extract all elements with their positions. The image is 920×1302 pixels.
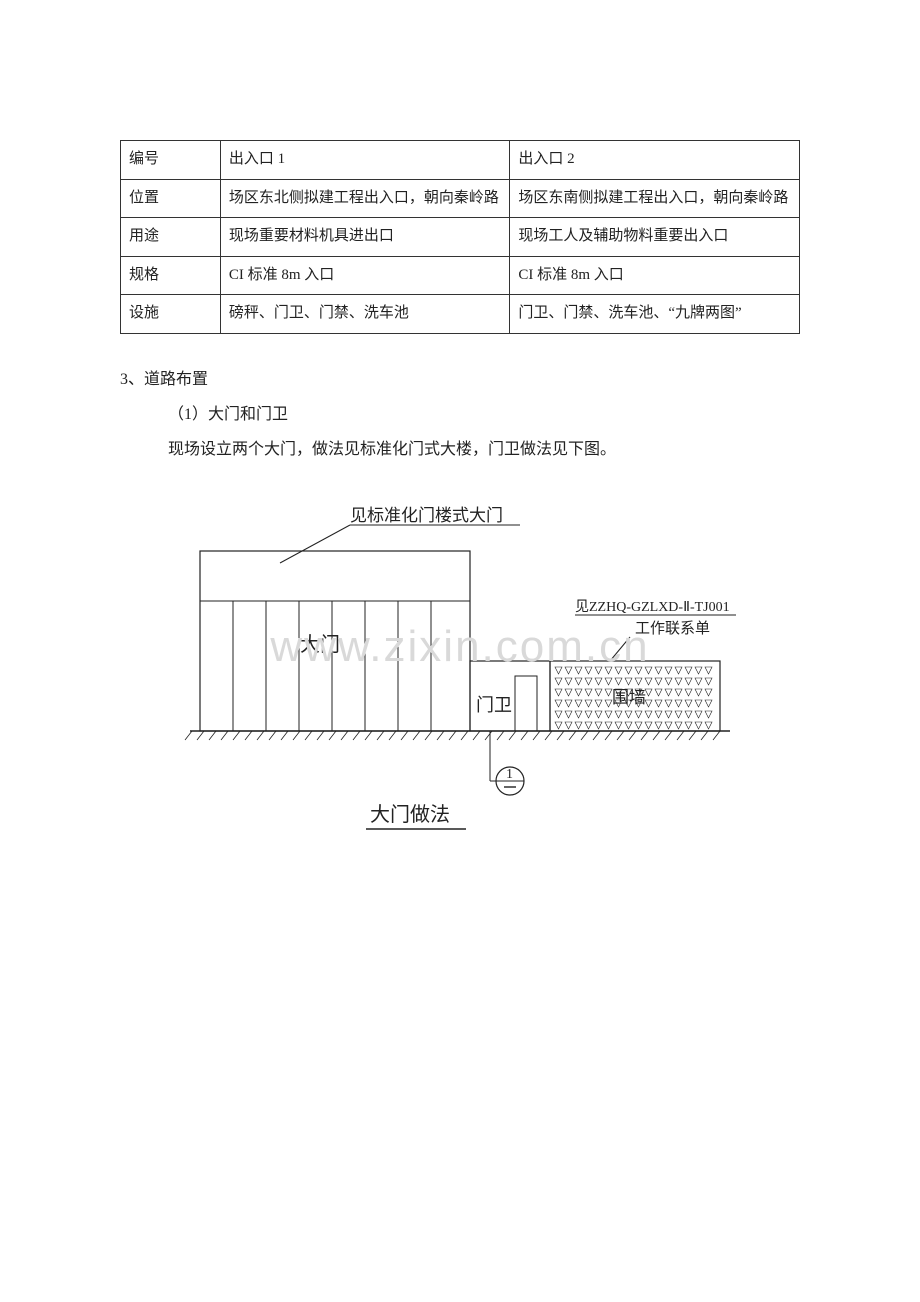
cell: 场区东南侧拟建工程出入口，朝向秦岭路 — [510, 179, 800, 218]
cell-label: 规格 — [121, 256, 221, 295]
cell-label: 用途 — [121, 218, 221, 257]
cell: 出入口 2 — [510, 141, 800, 180]
cell: 场区东北侧拟建工程出入口，朝向秦岭路 — [220, 179, 510, 218]
cell: 现场工人及辅助物料重要出入口 — [510, 218, 800, 257]
cell: 出入口 1 — [220, 141, 510, 180]
cell: CI 标准 8m 入口 — [220, 256, 510, 295]
cell: 磅秤、门卫、门禁、洗车池 — [220, 295, 510, 334]
cell-label: 编号 — [121, 141, 221, 180]
table-row: 设施 磅秤、门卫、门禁、洗车池 门卫、门禁、洗车池、“九牌两图” — [121, 295, 800, 334]
gate-diagram: 见标准化门楼式大门大门门卫 围墙 见ZZHQ-GZLXD-Ⅱ-TJ001 工作联系单 1… — [180, 491, 740, 851]
entrance-table: 编号 出入口 1 出入口 2 位置 场区东北侧拟建工程出入口，朝向秦岭路 场区东… — [120, 140, 800, 334]
section-text: 3、道路布置 （1）大门和门卫 现场设立两个大门，做法见标准化门式大楼，门卫做法… — [120, 362, 800, 468]
table-row: 规格 CI 标准 8m 入口 CI 标准 8m 入口 — [121, 256, 800, 295]
heading-3: 3、道路布置 — [120, 362, 800, 397]
cell: 门卫、门禁、洗车池、“九牌两图” — [510, 295, 800, 334]
cell: CI 标准 8m 入口 — [510, 256, 800, 295]
page: 编号 出入口 1 出入口 2 位置 场区东北侧拟建工程出入口，朝向秦岭路 场区东… — [0, 0, 920, 1302]
cell-label: 设施 — [121, 295, 221, 334]
cell: 现场重要材料机具进出口 — [220, 218, 510, 257]
svg-text:工作联系单: 工作联系单 — [635, 620, 710, 637]
paragraph: 现场设立两个大门，做法见标准化门式大楼，门卫做法见下图。 — [168, 432, 800, 467]
table-row: 位置 场区东北侧拟建工程出入口，朝向秦岭路 场区东南侧拟建工程出入口，朝向秦岭路 — [121, 179, 800, 218]
svg-text:门卫: 门卫 — [476, 695, 512, 715]
heading-4: （1）大门和门卫 — [168, 397, 800, 432]
table-row: 编号 出入口 1 出入口 2 — [121, 141, 800, 180]
svg-text:1: 1 — [506, 767, 513, 782]
svg-text:大门做法: 大门做法 — [370, 803, 450, 826]
svg-text:大门: 大门 — [300, 633, 340, 656]
svg-text:见ZZHQ-GZLXD-Ⅱ-TJ001: 见ZZHQ-GZLXD-Ⅱ-TJ001 — [575, 600, 730, 615]
table-row: 用途 现场重要材料机具进出口 现场工人及辅助物料重要出入口 — [121, 218, 800, 257]
gate-diagram-wrap: 见标准化门楼式大门大门门卫 围墙 见ZZHQ-GZLXD-Ⅱ-TJ001 工作联系单 1… — [120, 491, 800, 851]
svg-text:围墙: 围墙 — [612, 688, 646, 707]
cell-label: 位置 — [121, 179, 221, 218]
svg-text:见标准化门楼式大门: 见标准化门楼式大门 — [350, 506, 503, 525]
